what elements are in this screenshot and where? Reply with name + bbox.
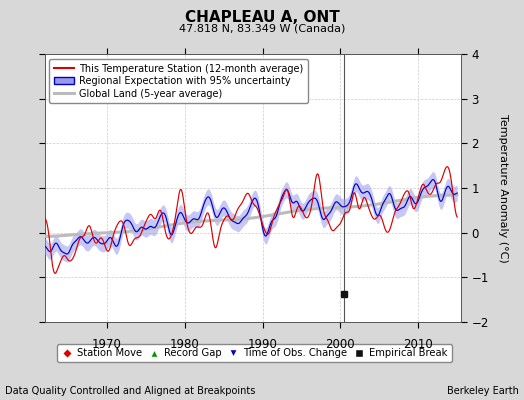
Legend: Station Move, Record Gap, Time of Obs. Change, Empirical Break: Station Move, Record Gap, Time of Obs. C… — [57, 344, 452, 362]
Text: 1970: 1970 — [92, 338, 122, 351]
Text: Data Quality Controlled and Aligned at Breakpoints: Data Quality Controlled and Aligned at B… — [5, 386, 256, 396]
Legend: This Temperature Station (12-month average), Regional Expectation with 95% uncer: This Temperature Station (12-month avera… — [49, 59, 308, 104]
Y-axis label: Temperature Anomaly (°C): Temperature Anomaly (°C) — [498, 114, 508, 262]
Text: 2000: 2000 — [325, 338, 355, 351]
Text: 1990: 1990 — [248, 338, 278, 351]
Text: 1980: 1980 — [170, 338, 200, 351]
Text: Berkeley Earth: Berkeley Earth — [447, 386, 519, 396]
Text: 47.818 N, 83.349 W (Canada): 47.818 N, 83.349 W (Canada) — [179, 24, 345, 34]
Text: CHAPLEAU A, ONT: CHAPLEAU A, ONT — [184, 10, 340, 26]
Text: 2010: 2010 — [403, 338, 433, 351]
